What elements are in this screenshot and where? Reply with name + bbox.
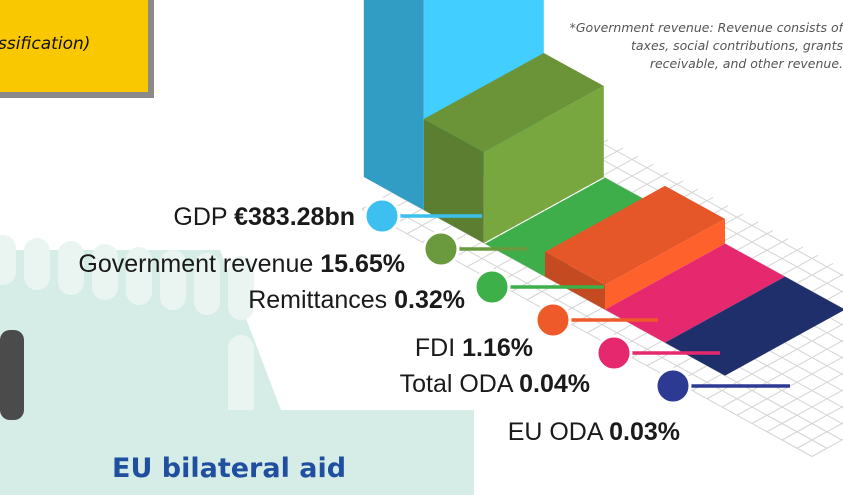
bar-tile [605, 243, 785, 343]
bar-side-left [423, 119, 484, 243]
callout-1: GDP €383.28bn [173, 197, 482, 235]
grid-line [721, 339, 843, 408]
bar-tile [485, 177, 665, 277]
callout-2: Government revenue 15.65% [78, 230, 528, 278]
value-label: 15.65% [320, 250, 405, 278]
section-title: EU bilateral aid [112, 453, 346, 484]
callout-dot [534, 301, 572, 339]
grid-line [751, 372, 843, 424]
callout-dot [473, 268, 511, 306]
footnote-line-3: receivable, and other revenue. [650, 56, 843, 71]
footnote-line-1: *Government revenue: Revenue consists of [570, 20, 843, 35]
grid-line [781, 405, 843, 441]
bar-5 [605, 243, 785, 343]
bar-top [545, 185, 725, 285]
value-label: €383.28bn [234, 203, 355, 231]
footnote-line-2: taxes, social contributions, grants [631, 38, 843, 53]
value-label: 0.03% [609, 418, 680, 446]
bar-6 [665, 276, 843, 376]
bar-top [423, 53, 604, 152]
header-tab-text: ssification) [0, 34, 90, 54]
callout-group: GDP €383.28bn Government revenue 15.65% Re… [78, 197, 790, 446]
bar-side-right [483, 86, 604, 243]
bar-4 [545, 185, 725, 310]
value-label: 1.16% [462, 334, 533, 362]
callout-dot [595, 334, 633, 372]
grid-line [766, 389, 843, 433]
callout-label: GDP €383.28bn [173, 203, 355, 231]
category-name: EU ODA [508, 418, 609, 446]
category-name: FDI [415, 334, 462, 362]
bar-tile [665, 276, 843, 376]
grid-line [706, 323, 843, 400]
callout-dot [654, 367, 692, 405]
callout-4: FDI 1.16% [415, 301, 658, 362]
category-name: Total ODA [400, 370, 520, 398]
bar-side-left [545, 251, 605, 310]
grid-line [541, 109, 843, 277]
bar-3 [485, 177, 665, 277]
grid-line [796, 422, 843, 449]
category-name: GDP [173, 203, 234, 231]
value-label: 0.32% [394, 286, 465, 314]
background-decor [0, 235, 474, 495]
value-label: 0.04% [519, 370, 590, 398]
callout-5: Total ODA 0.04% [400, 334, 720, 398]
callout-6: EU ODA 0.03% [508, 367, 790, 446]
category-name: Government revenue [78, 250, 320, 278]
callout-3: Remittances 0.32% [248, 268, 604, 314]
callout-dot [422, 230, 460, 268]
bar-side-right [605, 218, 725, 310]
grid-line [736, 356, 843, 416]
bar-2 [423, 53, 604, 243]
bar-side-left [363, 0, 424, 210]
bar-group [363, 0, 843, 376]
footnote: *Government revenue: Revenue consists of… [570, 20, 843, 71]
category-name: Remittances [248, 286, 394, 314]
callout-label: FDI 1.16% [415, 334, 533, 362]
callout-label: Government revenue 15.65% [78, 250, 405, 278]
callout-label: Total ODA 0.04% [400, 370, 590, 398]
callout-label: EU ODA 0.03% [508, 418, 680, 446]
callout-dot [363, 197, 401, 235]
callout-label: Remittances 0.32% [248, 286, 465, 314]
header-tab: ssification) [0, 0, 154, 98]
